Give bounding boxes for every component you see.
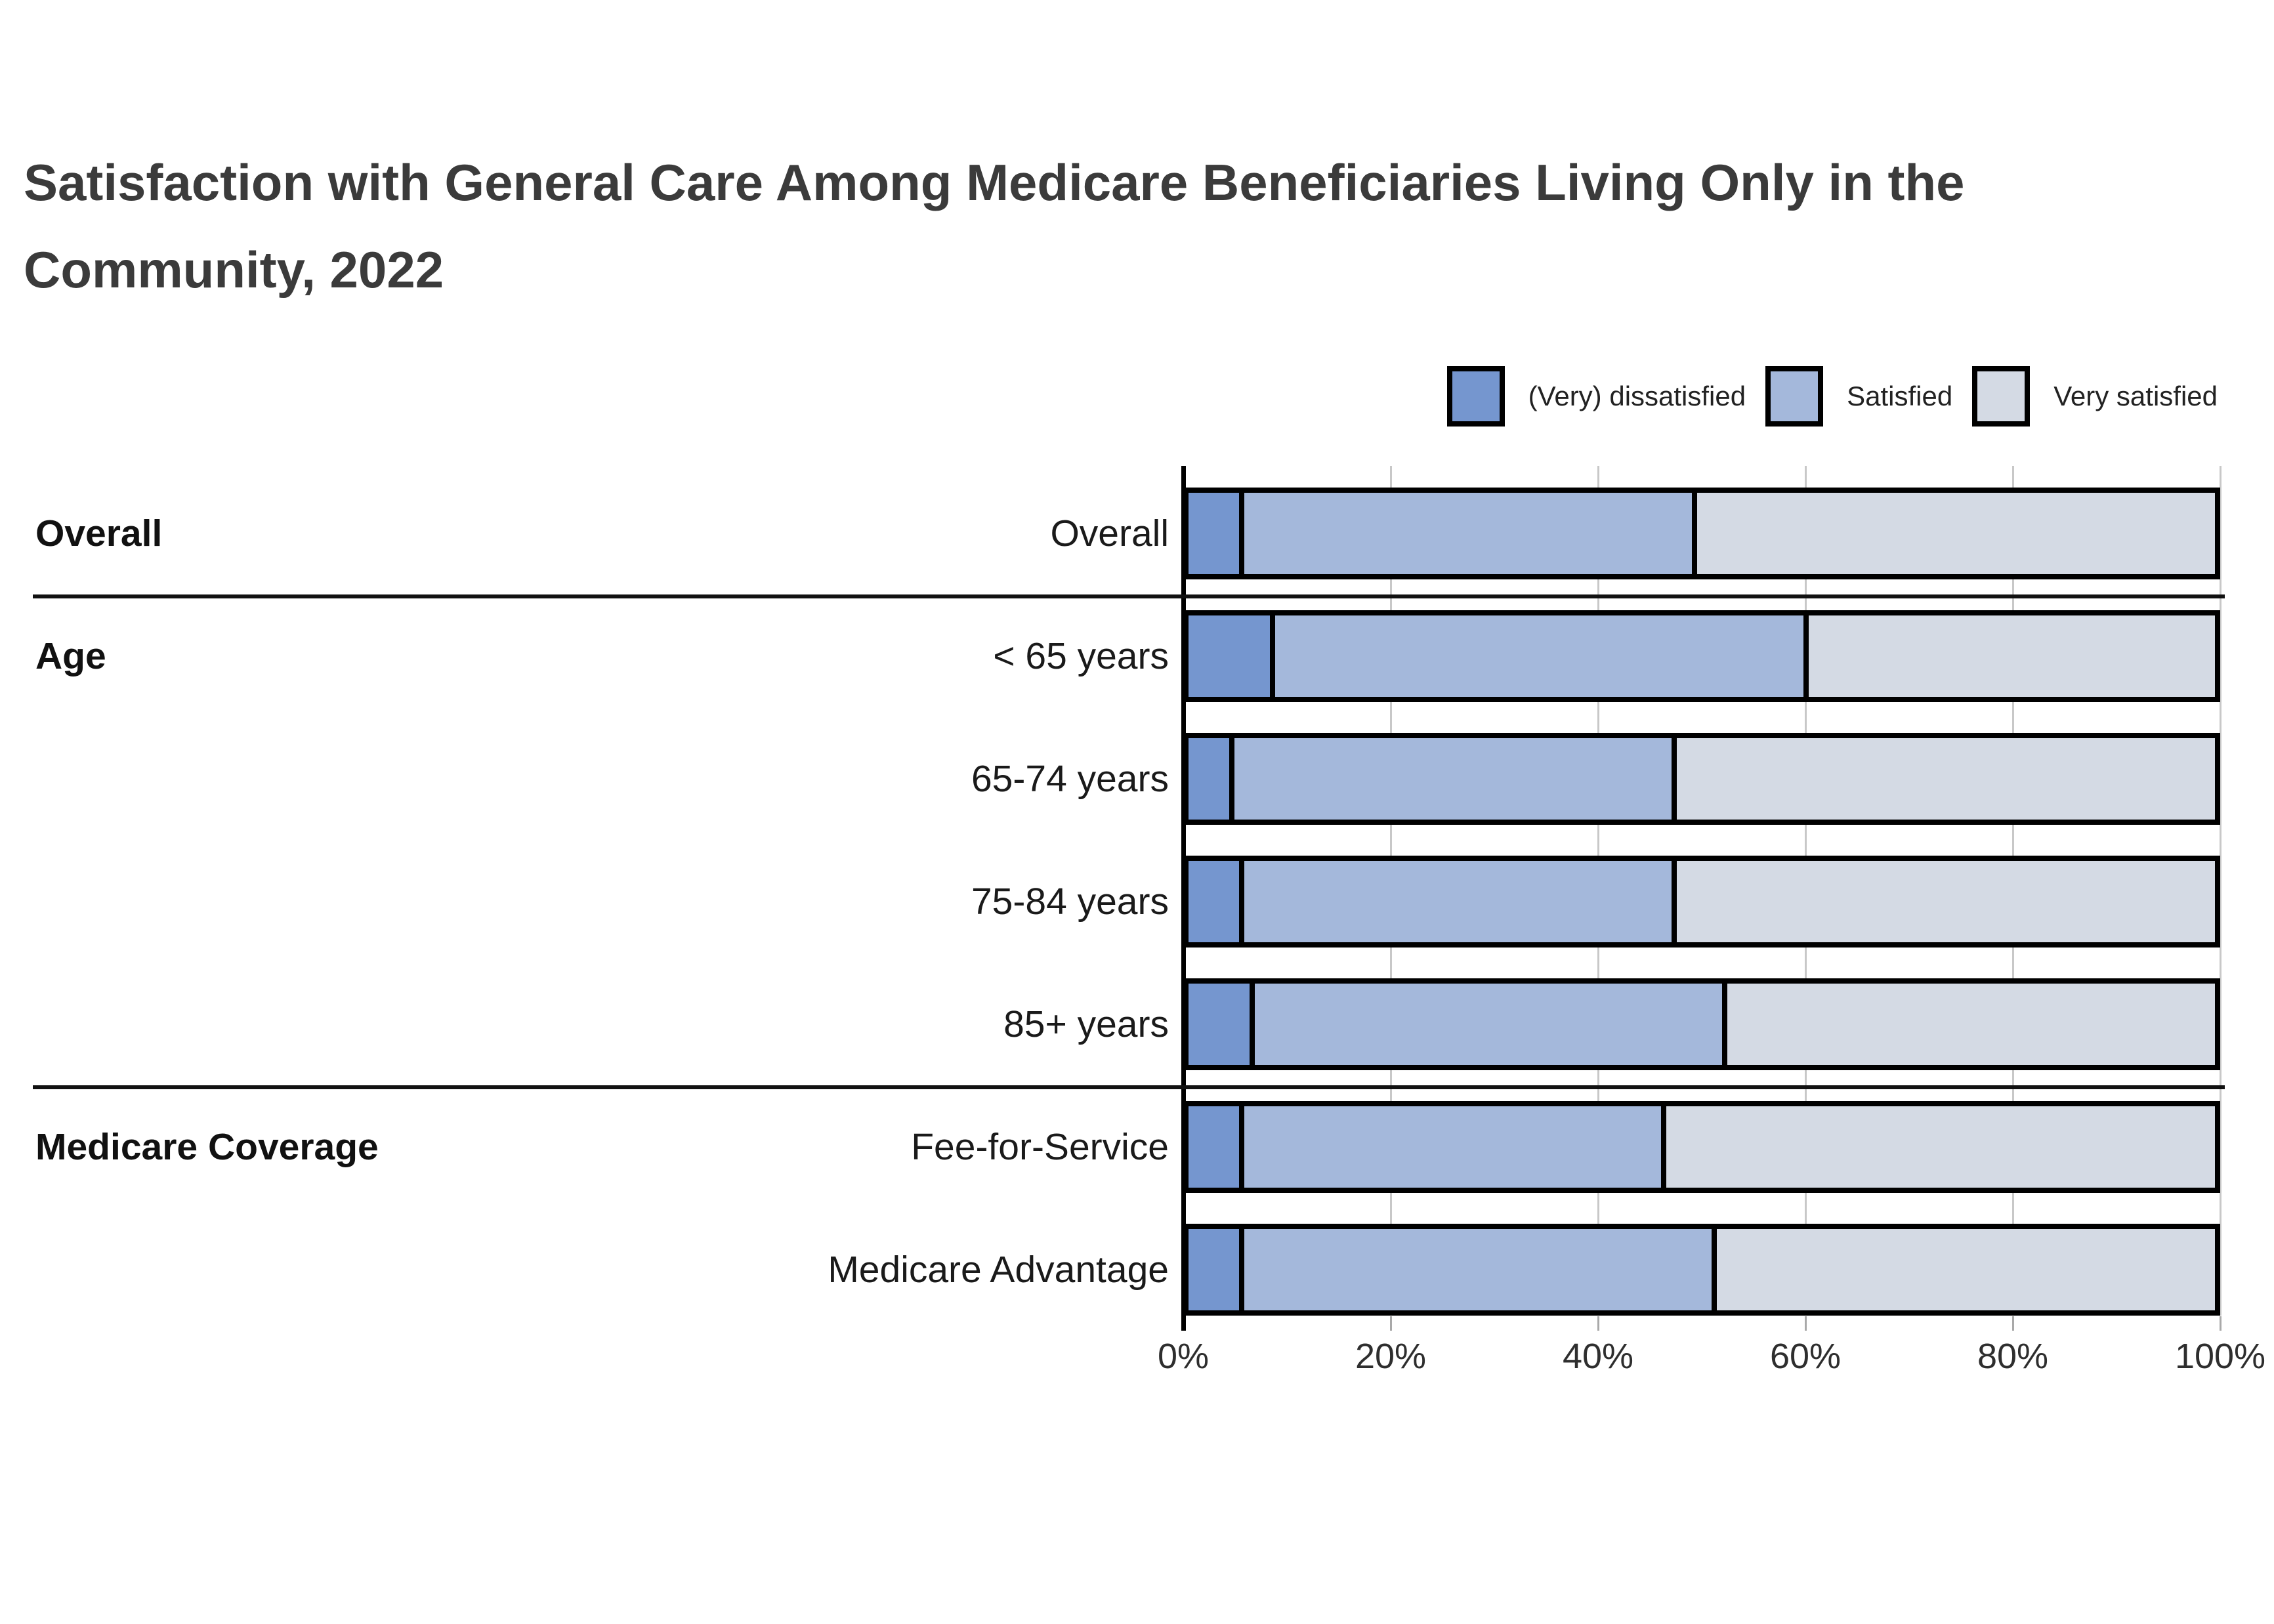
bar-row-3	[1183, 733, 2220, 825]
legend-item: Satisfied	[1765, 366, 1952, 427]
bar-row-2	[1183, 610, 2220, 702]
legend-item: (Very) dissatisfied	[1446, 366, 1746, 427]
bar-segment-satisfied	[1239, 1229, 1712, 1310]
group-label-overall: Overall	[35, 512, 163, 554]
bar-segment-very-satisfied	[1721, 984, 2215, 1065]
legend-label-1: (Very) dissatisfied	[1528, 381, 1746, 411]
tick-40%	[1597, 1316, 1599, 1331]
legend-label-3: Very satisfied	[2053, 381, 2218, 411]
bar-segment-very-satisfied	[1671, 738, 2215, 820]
row-label-4: 75-84 years	[971, 881, 1169, 923]
bar-row-1	[1183, 488, 2220, 579]
bar-segment-satisfied	[1239, 493, 1692, 574]
tick-60%	[1805, 1316, 1807, 1331]
bar-segment-satisfied	[1239, 1106, 1662, 1188]
tick-20%	[1390, 1316, 1392, 1331]
bar-segment--very-dissatisfied	[1189, 615, 1270, 697]
bar-row-6	[1183, 1101, 2220, 1193]
legend-swatch-3	[1972, 366, 2031, 427]
group-label-medicare-coverage: Medicare Coverage	[35, 1126, 379, 1168]
bar-row-5	[1183, 978, 2220, 1070]
tick-label-0%: 0%	[1157, 1337, 1210, 1376]
row-label-6: Fee-for-Service	[911, 1126, 1169, 1168]
row-label-5: 85+ years	[1003, 1003, 1169, 1045]
bar-segment--very-dissatisfied	[1189, 738, 1229, 820]
tick-80%	[2012, 1316, 2014, 1331]
row-label-3: 65-74 years	[971, 758, 1169, 800]
bar-segment-very-satisfied	[1691, 493, 2216, 574]
section-separator-2	[33, 1085, 2225, 1089]
bar-row-7	[1183, 1224, 2220, 1316]
section-separator-1	[33, 594, 2225, 598]
row-label-1: Overall	[1050, 512, 1169, 554]
legend-swatch-1	[1446, 366, 1505, 427]
bar-segment-very-satisfied	[1661, 1106, 2216, 1188]
bar-segment-very-satisfied	[1671, 861, 2215, 942]
bar-segment--very-dissatisfied	[1189, 493, 1240, 574]
legend-swatch-2	[1765, 366, 1824, 427]
legend: (Very) dissatisfied Satisfied Very satisfi…	[1446, 365, 2218, 428]
bar-segment-very-satisfied	[1803, 615, 2215, 697]
row-label-7: Medicare Advantage	[828, 1249, 1169, 1291]
tick-100%	[2220, 1316, 2221, 1331]
tick-label-100%: 100%	[2174, 1337, 2266, 1376]
group-label-age: Age	[35, 635, 106, 677]
bar-segment-very-satisfied	[1712, 1229, 2215, 1310]
tick-label-40%: 40%	[1562, 1337, 1634, 1376]
bar-segment-satisfied	[1249, 984, 1722, 1065]
bar-segment-satisfied	[1229, 738, 1672, 820]
tick-label-80%: 80%	[1977, 1337, 2049, 1376]
row-label-2: < 65 years	[993, 635, 1169, 677]
tick-label-60%: 60%	[1769, 1337, 1842, 1376]
bar-segment--very-dissatisfied	[1189, 984, 1250, 1065]
legend-label-2: Satisfied	[1847, 381, 1953, 411]
bar-row-4	[1183, 856, 2220, 947]
legend-item: Very satisfied	[1972, 366, 2218, 427]
tick-label-20%: 20%	[1355, 1337, 1427, 1376]
gridline-100%	[2220, 466, 2221, 1316]
bar-segment-satisfied	[1269, 615, 1803, 697]
chart-title: Satisfaction with General Care Among Med…	[24, 154, 1965, 299]
bar-segment--very-dissatisfied	[1189, 861, 1240, 942]
bar-segment-satisfied	[1239, 861, 1672, 942]
bar-segment--very-dissatisfied	[1189, 1229, 1240, 1310]
bar-segment--very-dissatisfied	[1189, 1106, 1240, 1188]
